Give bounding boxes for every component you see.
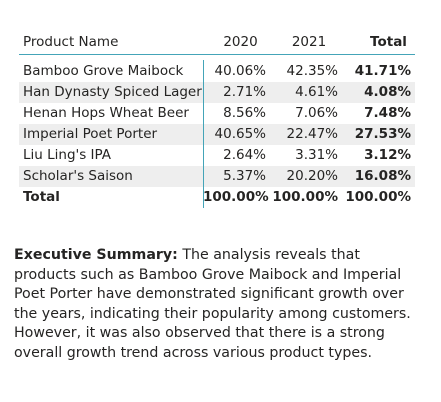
table-total-row: Total 100.00% 100.00% 100.00% [19, 187, 415, 208]
row-product-name: Scholar's Saison [23, 168, 133, 184]
row-value-2021: 3.31% [295, 147, 338, 163]
total-row-label: Total [23, 189, 60, 205]
table-row: Imperial Poet Porter 40.65% 22.47% 27.53… [19, 124, 415, 145]
executive-summary: Executive Summary: The analysis reveals … [14, 246, 426, 363]
summary-text: The analysis reveals that products such … [14, 247, 411, 361]
column-header-2021[interactable]: 2021 [291, 34, 327, 50]
row-value-2021: 4.61% [295, 84, 338, 100]
total-value-2020: 100.00% [203, 189, 269, 205]
total-value-2021: 100.00% [272, 189, 338, 205]
row-value-total: 7.48% [364, 105, 411, 121]
row-value-2020: 2.71% [223, 84, 266, 100]
matrix-table: Product Name 2020 2021 Total Bamboo Grov… [19, 30, 415, 208]
row-value-total: 41.71% [354, 63, 411, 79]
row-value-2020: 2.64% [223, 147, 266, 163]
row-product-name: Bamboo Grove Maibock [23, 63, 184, 79]
row-product-name: Han Dynasty Spiced Lager [23, 84, 202, 100]
row-value-2021: 22.47% [286, 126, 338, 142]
summary-label: Executive Summary: [14, 247, 178, 263]
row-value-2020: 40.65% [214, 126, 266, 142]
row-value-2021: 7.06% [295, 105, 338, 121]
row-value-total: 4.08% [364, 84, 411, 100]
column-header-total[interactable]: Total [370, 34, 407, 50]
row-product-name: Liu Ling's IPA [23, 147, 112, 163]
row-product-name: Henan Hops Wheat Beer [23, 105, 189, 121]
table-row: Henan Hops Wheat Beer 8.56% 7.06% 7.48% [19, 103, 415, 124]
total-value-total: 100.00% [345, 189, 411, 205]
row-value-total: 27.53% [354, 126, 411, 142]
row-value-total: 16.08% [354, 168, 411, 184]
row-product-name: Imperial Poet Porter [23, 126, 158, 142]
row-value-total: 3.12% [364, 147, 411, 163]
table-row: Bamboo Grove Maibock 40.06% 42.35% 41.71… [19, 61, 415, 82]
row-value-2021: 20.20% [286, 168, 338, 184]
table-row: Scholar's Saison 5.37% 20.20% 16.08% [19, 166, 415, 187]
column-header-product-name[interactable]: Product Name [23, 34, 119, 50]
row-value-2020: 40.06% [214, 63, 266, 79]
table-row: Liu Ling's IPA 2.64% 3.31% 3.12% [19, 145, 415, 166]
table-header-row: Product Name 2020 2021 Total [19, 30, 415, 55]
row-value-2020: 8.56% [223, 105, 266, 121]
table-row: Han Dynasty Spiced Lager 2.71% 4.61% 4.0… [19, 82, 415, 103]
row-value-2021: 42.35% [286, 63, 338, 79]
column-divider [203, 60, 204, 208]
column-header-2020[interactable]: 2020 [223, 34, 258, 50]
row-value-2020: 5.37% [223, 168, 266, 184]
